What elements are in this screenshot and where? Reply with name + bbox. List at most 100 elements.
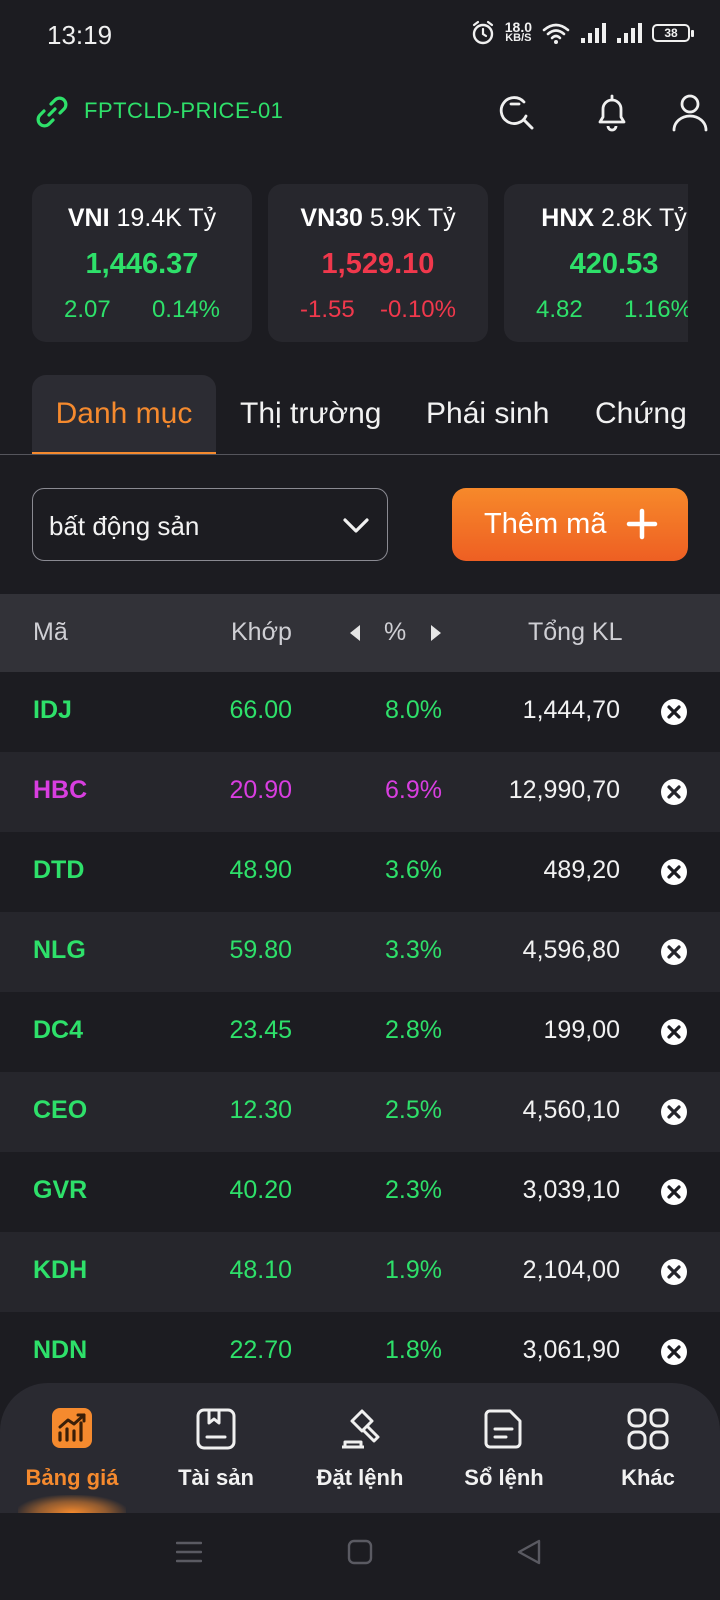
tab-bar: Danh mục Thị trường Phái sinh Chứng [0,375,720,455]
row-symbol[interactable]: KDH [33,1256,88,1284]
row-volume: 3,039,10 [522,1176,620,1204]
remove-icon[interactable] [660,858,688,886]
row-price: 48.10 [229,1256,292,1284]
watchlist-select[interactable]: bất động sản [32,488,388,561]
watchlist-select-value: bất động sản [49,511,200,541]
nav-tai-san[interactable]: Tài sản [144,1383,288,1513]
index-turnover: 2.8K Tỷ [601,204,687,232]
tab-thi-truong[interactable]: Thị trường [240,397,382,430]
nav-so-lenh[interactable]: Sổ lệnh [432,1383,576,1513]
user-icon[interactable] [668,90,712,134]
remove-icon[interactable] [660,1018,688,1046]
row-percent: 8.0% [385,696,442,724]
bell-icon[interactable] [590,90,634,134]
row-symbol[interactable]: NDN [33,1336,88,1364]
row-symbol[interactable]: NLG [33,936,86,964]
chart-icon [52,1408,92,1448]
table-row[interactable]: KDH 48.10 1.9% 2,104,00 [0,1232,720,1312]
caret-right-icon[interactable] [430,624,442,642]
table-row[interactable]: GVR 40.20 2.3% 3,039,10 [0,1152,720,1232]
alarm-icon [472,20,493,45]
link-icon[interactable] [34,94,70,130]
system-nav-bar [0,1513,720,1600]
table-row[interactable]: DTD 48.90 3.6% 489,20 [0,832,720,912]
home-icon[interactable] [347,1539,373,1565]
net-speed: 18.0 KB/S [505,20,532,44]
col-percent[interactable]: % [384,618,407,646]
row-percent: 1.8% [385,1336,442,1364]
index-card-vn30[interactable]: VN30 5.9K Tỷ 1,529.10 -1.55 -0.10% [268,184,488,342]
nav-khac[interactable]: Khác [576,1383,720,1513]
index-title: VN30 5.9K Tỷ [268,204,488,233]
table-row[interactable]: HBC 20.90 6.9% 12,990,70 [0,752,720,832]
index-change: -1.55 [300,296,355,323]
watchlist-table: IDJ 66.00 8.0% 1,444,70 HBC 20.90 6.9% 1… [0,672,720,1382]
status-bar: 13:19 18.0 KB/S 38 [0,0,720,72]
order-book-icon [484,1409,522,1449]
nav-label: Đặt lệnh [316,1465,404,1490]
status-icons: 18.0 KB/S 38 [471,20,694,46]
remove-icon[interactable] [660,938,688,966]
add-symbol-button[interactable]: Thêm mã [452,488,688,561]
net-speed-unit: KB/S [505,32,532,44]
nav-label: Tài sản [178,1465,254,1490]
row-price: 22.70 [229,1336,292,1364]
row-volume: 489,20 [543,856,620,884]
col-volume[interactable]: Tổng KL [528,618,623,646]
nav-dat-lenh[interactable]: Đặt lệnh [288,1383,432,1513]
index-value: 1,446.37 [85,248,199,280]
index-card-hnx[interactable]: HNX 2.8K Tỷ 420.53 4.82 1.16% [504,184,688,342]
table-row[interactable]: DC4 23.45 2.8% 199,00 [0,992,720,1072]
back-icon[interactable] [516,1539,542,1565]
remove-icon[interactable] [660,698,688,726]
caret-left-icon[interactable] [349,624,361,642]
table-row[interactable]: NDN 22.70 1.8% 3,061,90 [0,1312,720,1382]
app-header: FPTCLD-PRICE-01 [0,80,720,144]
status-time: 13:19 [47,20,113,50]
row-price: 40.20 [229,1176,292,1204]
row-symbol[interactable]: GVR [33,1176,88,1204]
signal-icon [581,23,606,43]
nav-label: Khác [621,1465,675,1490]
remove-icon[interactable] [660,1178,688,1206]
row-symbol[interactable]: DTD [33,856,85,884]
remove-icon[interactable] [660,1098,688,1126]
market-indices: VNI 19.4K Tỷ 1,446.37 2.07 0.14% VN30 5.… [32,184,688,344]
row-symbol[interactable]: CEO [33,1096,88,1124]
row-symbol[interactable]: IDJ [33,696,72,724]
index-name: HNX [541,204,595,232]
row-symbol[interactable]: HBC [33,776,88,804]
row-symbol[interactable]: DC4 [33,1016,84,1044]
tab-chung[interactable]: Chứng [595,397,687,430]
row-price: 12.30 [229,1096,292,1124]
table-row[interactable]: IDJ 66.00 8.0% 1,444,70 [0,672,720,752]
row-percent: 3.3% [385,936,442,964]
remove-icon[interactable] [660,778,688,806]
row-percent: 2.5% [385,1096,442,1124]
table-row[interactable]: CEO 12.30 2.5% 4,560,10 [0,1072,720,1152]
row-price: 66.00 [229,696,292,724]
nav-bang-gia[interactable]: Bảng giá [0,1383,144,1513]
row-percent: 1.9% [385,1256,442,1284]
index-turnover: 5.9K Tỷ [369,204,456,232]
remove-icon[interactable] [660,1338,688,1366]
search-refresh-icon[interactable] [494,90,538,134]
tab-danh-muc[interactable]: Danh mục [32,375,216,454]
account-name[interactable]: FPTCLD-PRICE-01 [84,98,284,123]
index-value: 1,529.10 [321,248,435,280]
col-price[interactable]: Khớp [231,618,292,646]
remove-icon[interactable] [660,1258,688,1286]
tab-phai-sinh[interactable]: Phái sinh [426,397,550,430]
row-percent: 6.9% [385,776,442,804]
index-card-vni[interactable]: VNI 19.4K Tỷ 1,446.37 2.07 0.14% [32,184,252,342]
index-title: VNI 19.4K Tỷ [32,204,252,233]
row-volume: 4,560,10 [522,1096,620,1124]
col-symbol[interactable]: Mã [33,618,68,646]
row-volume: 4,596,80 [522,936,620,964]
table-row[interactable]: NLG 59.80 3.3% 4,596,80 [0,912,720,992]
index-percent: 0.14% [151,296,220,323]
nav-label: Bảng giá [25,1465,119,1490]
row-percent: 2.8% [385,1016,442,1044]
menu-icon[interactable] [176,1539,202,1565]
index-percent: 1.16% [623,296,688,323]
